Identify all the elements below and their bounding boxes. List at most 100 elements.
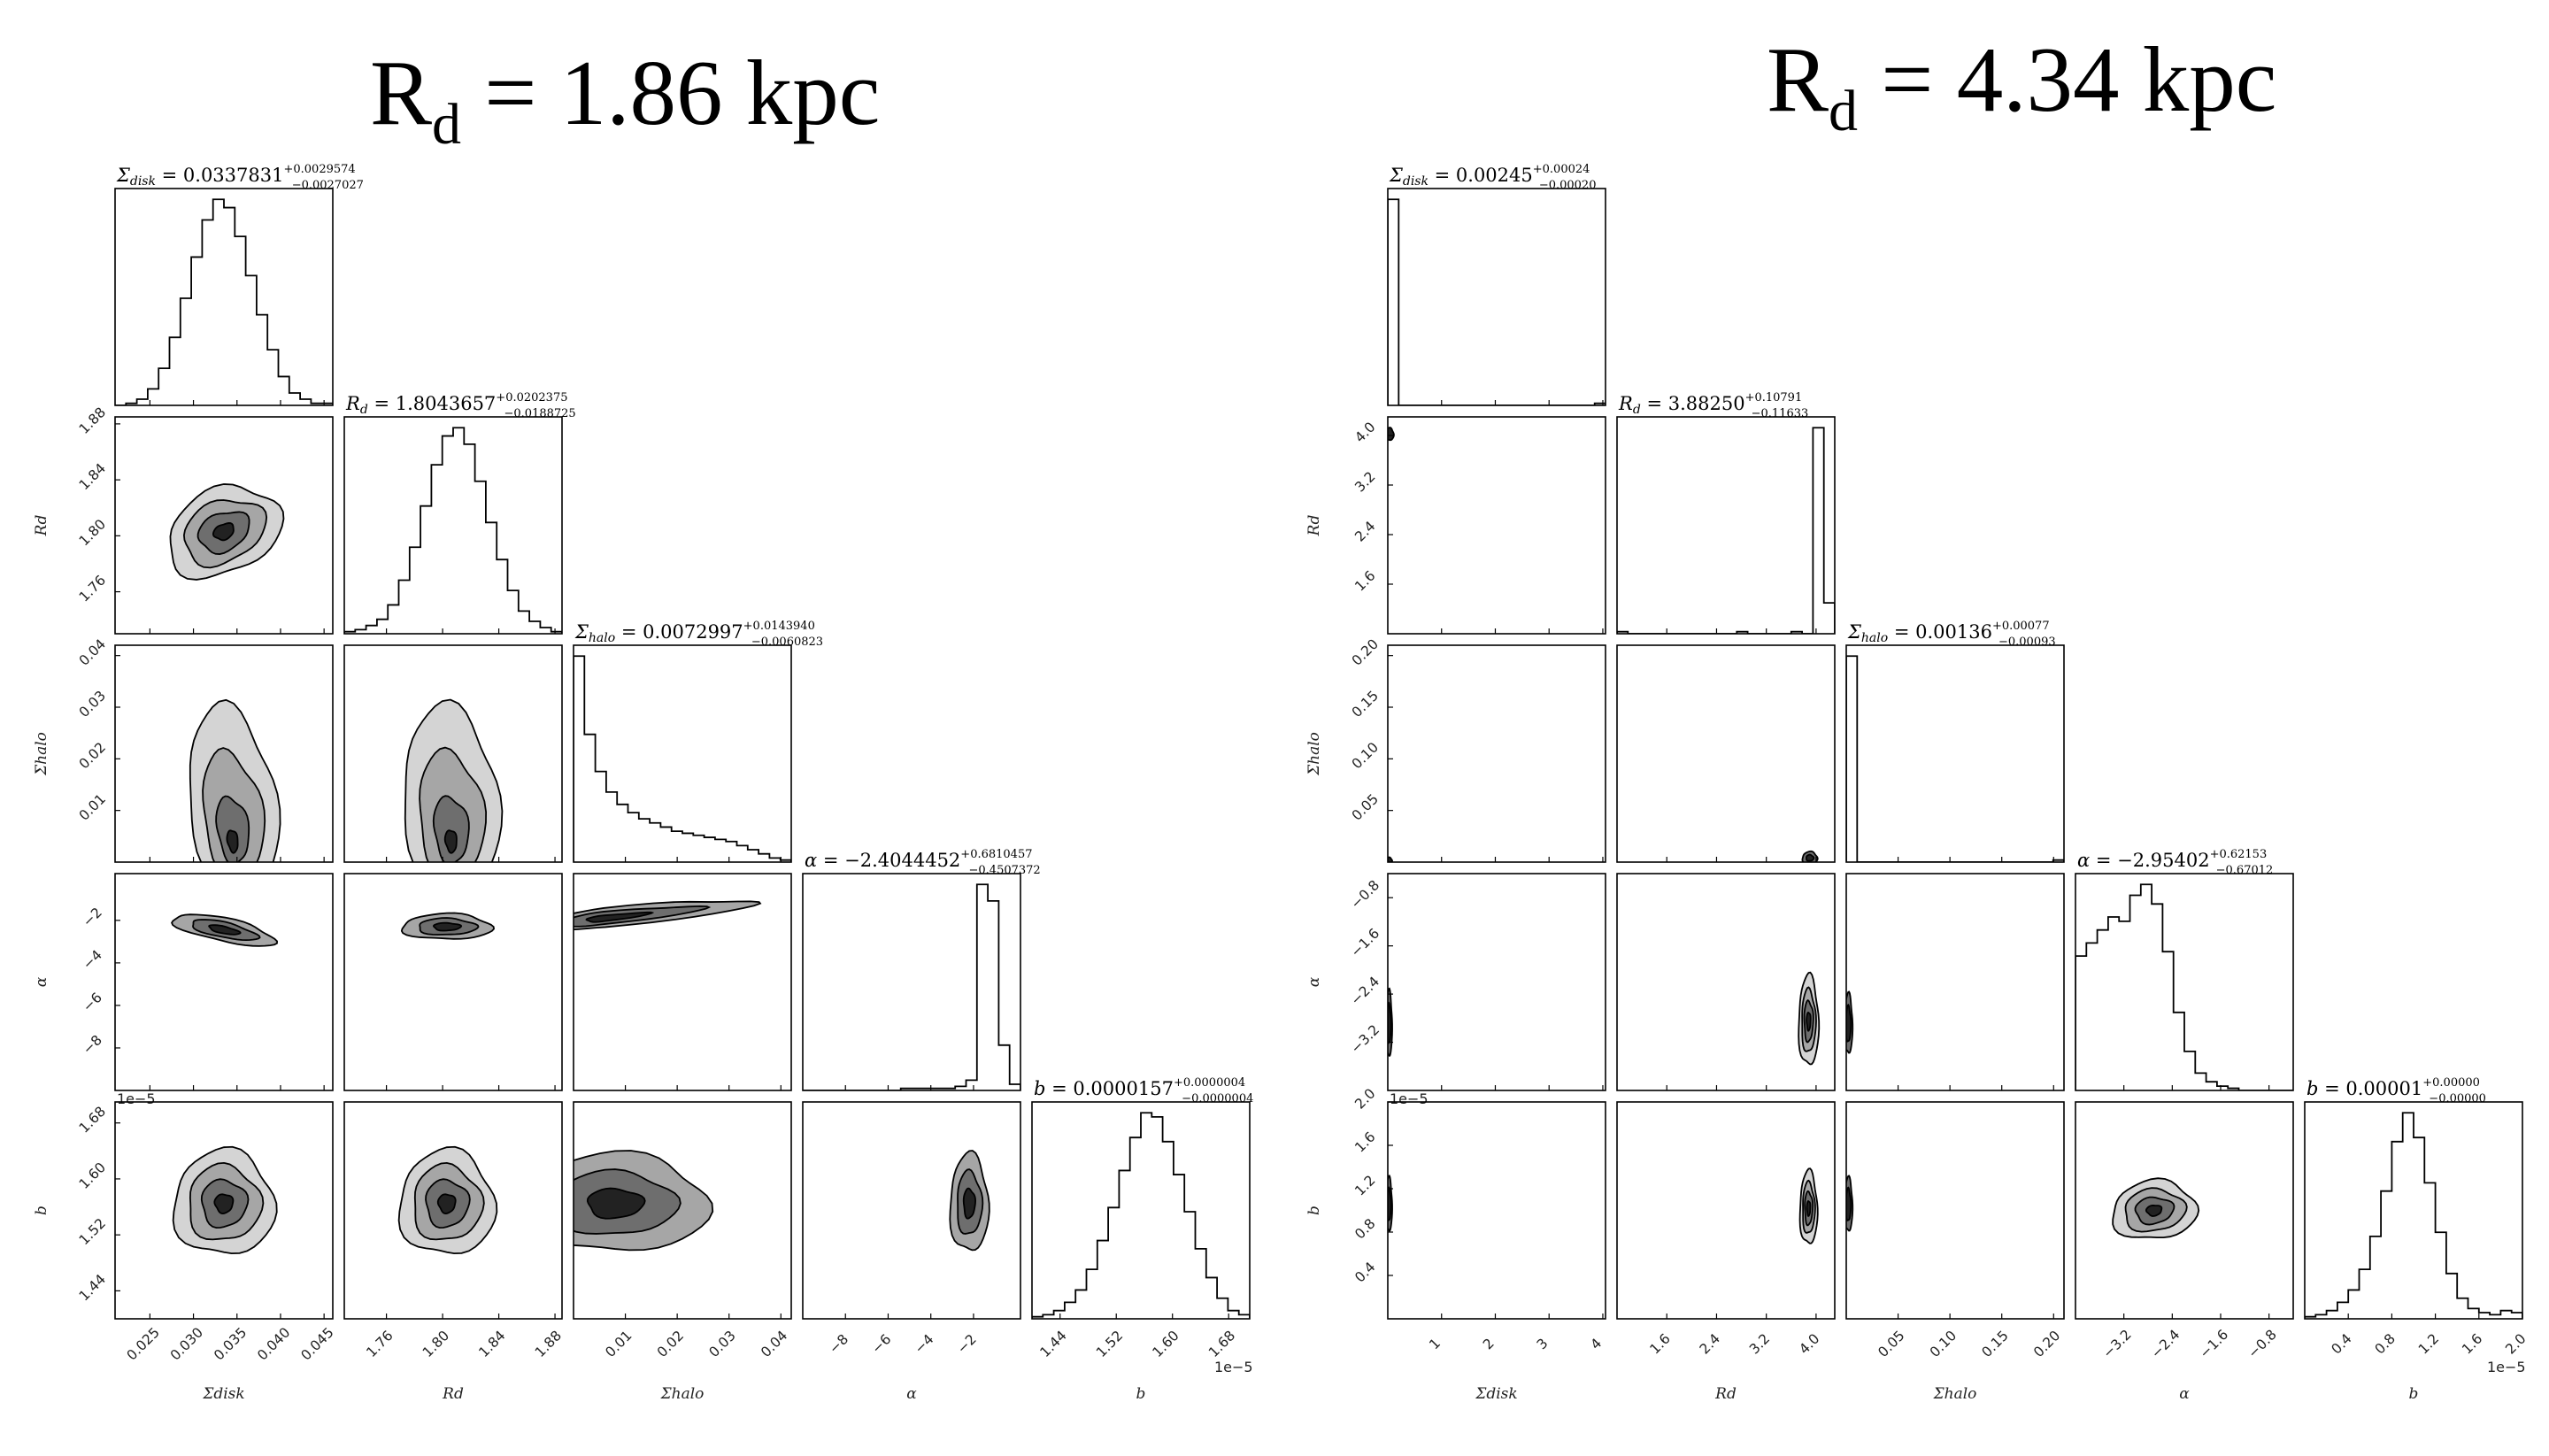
y-axis-label: α xyxy=(1305,976,1323,987)
y-tick-label: 1.44 xyxy=(76,1271,109,1304)
panel-title-4: b = 0.0000157+0.0000004 −0.0000004 xyxy=(1034,1076,1253,1105)
y-tick-label: 0.8 xyxy=(1352,1215,1378,1242)
x-tick-label: 0.05 xyxy=(1875,1328,1907,1360)
panel-frame xyxy=(1387,188,1606,406)
contour-2-0-level-0 xyxy=(1388,856,1393,862)
y-tick-label: 0.4 xyxy=(1352,1259,1378,1285)
x-axis-label: b xyxy=(2409,1385,2419,1403)
x-tick-label: 1.6 xyxy=(1647,1330,1674,1357)
panel-frame xyxy=(114,416,334,635)
histogram-b xyxy=(1032,1112,1250,1319)
panel-2-2: Σhalo = 0.00136+0.00077 −0.00093 xyxy=(1845,620,2065,863)
panel-title-0: Σdisk = 0.00245+0.00024 −0.00020 xyxy=(1389,163,1596,192)
y-tick-label: −0.8 xyxy=(1348,877,1382,912)
panel-1-1: Rd = 1.8043657+0.0202375 −0.0188725 xyxy=(343,391,576,635)
panel-3-0: −8 −6 −4 −2 α xyxy=(33,873,334,1091)
panel-4-3: −8 −6 −4 −2 α xyxy=(802,1101,1021,1403)
y-tick-label: −1.6 xyxy=(1348,925,1382,959)
panel-frame xyxy=(802,1101,1021,1320)
panel-4-3: −3.2 −2.4 −1.6 −0.8 α xyxy=(2075,1101,2294,1403)
panel-4-2: 0.01 0.02 0.03 0.04 Σhalo xyxy=(573,1101,792,1403)
x-tick-label: 0.04 xyxy=(758,1328,790,1360)
panel-frame xyxy=(343,416,563,635)
y-axis-label: α xyxy=(33,976,50,987)
left-figure-title: Rd = 1.86 kpc xyxy=(370,41,880,157)
x-axis-label: Σdisk xyxy=(202,1385,244,1403)
panel-frame xyxy=(1387,644,1606,863)
x-tick-label: 0.035 xyxy=(211,1324,250,1363)
y-tick-label: −2 xyxy=(80,905,105,930)
contour-1-0-level-3 xyxy=(212,522,235,542)
x-tick-label: −0.8 xyxy=(2245,1327,2279,1361)
panel-frame xyxy=(2075,1101,2294,1320)
x-tick-label: 1.52 xyxy=(1093,1328,1126,1360)
histogram-Σ_disk xyxy=(115,198,333,405)
panel-frame xyxy=(343,1101,563,1320)
y-tick-label: 0.10 xyxy=(1349,739,1382,772)
contour-2-1-level-2 xyxy=(432,795,470,862)
panel-frame xyxy=(2304,1101,2523,1320)
panel-3-1 xyxy=(343,873,563,1091)
panel-2-2: Σhalo = 0.0072997+0.0143940 −0.0060823 xyxy=(573,620,823,863)
x-tick-label: −8 xyxy=(826,1331,851,1357)
x-tick-label: 0.01 xyxy=(602,1328,635,1360)
panel-frame xyxy=(573,1101,792,1320)
panel-frame xyxy=(343,644,563,863)
x-offset-label: 1e−5 xyxy=(1214,1359,1253,1375)
x-tick-label: 0.03 xyxy=(706,1328,739,1360)
y-axis-label: b xyxy=(1305,1206,1323,1215)
x-offset-label: 1e−5 xyxy=(2487,1359,2526,1375)
x-tick-label: 0.8 xyxy=(2372,1330,2399,1357)
y-tick-label: 1.76 xyxy=(76,572,109,605)
panel-title-4: b = 0.00001+0.00000 −0.00000 xyxy=(2306,1076,2486,1105)
contour-4-2-level-1 xyxy=(1846,1186,1852,1221)
panel-frame xyxy=(343,873,563,1091)
x-axis-label: Rd xyxy=(442,1385,464,1403)
histogram-R_d xyxy=(1617,427,1835,634)
x-tick-label: 1.6 xyxy=(2459,1330,2485,1357)
panel-0-0: Σdisk = 0.00245+0.00024 −0.00020 xyxy=(1387,163,1606,406)
x-tick-label: 1.68 xyxy=(1205,1328,1238,1360)
panel-3-1 xyxy=(1616,873,1836,1091)
panel-title-2: Σhalo = 0.00136+0.00077 −0.00093 xyxy=(1847,620,2056,649)
panel-2-0: 0.05 0.10 0.15 0.20 Σhalo xyxy=(1305,636,1606,863)
contour-4-1-level-3 xyxy=(436,1193,457,1214)
x-tick-label: 2.4 xyxy=(1697,1330,1723,1357)
x-tick-label: 2.0 xyxy=(2502,1330,2529,1357)
panel-title-1: Rd = 1.8043657+0.0202375 −0.0188725 xyxy=(345,391,576,420)
x-tick-label: 0.025 xyxy=(124,1324,163,1363)
x-tick-label: 1.44 xyxy=(1037,1328,1070,1360)
y-tick-label: 4.0 xyxy=(1352,419,1378,445)
y-tick-label: 1.6 xyxy=(1352,1129,1378,1155)
panel-frame xyxy=(114,188,334,406)
y-tick-label: 1.88 xyxy=(76,404,109,437)
panel-frame xyxy=(573,644,792,863)
histogram-α xyxy=(803,883,1020,1090)
histogram-Σ_halo xyxy=(1846,655,2064,862)
panel-3-0: −3.2 −2.4 −1.6 −0.8 α xyxy=(1305,873,1606,1091)
right-corner-plot: Σdisk = 0.00245+0.00024 −0.00020 1.6 2.4 3.2… xyxy=(1305,163,2530,1403)
x-tick-label: −1.6 xyxy=(2197,1327,2231,1361)
y-tick-label: 0.01 xyxy=(76,791,109,824)
contour-3-1-level-2 xyxy=(432,921,463,932)
panel-1-0: 1.6 2.4 3.2 4.0 Rd xyxy=(1305,416,1606,635)
y-tick-label: 0.03 xyxy=(76,688,109,720)
panel-4-4: b = 0.00001+0.00000 −0.00000 0.4 0.8 1.2 1.6 2… xyxy=(2304,1076,2530,1403)
x-tick-label: 3.2 xyxy=(1746,1330,1773,1357)
x-tick-label: 1 xyxy=(1426,1336,1444,1353)
x-tick-label: 1.84 xyxy=(475,1328,508,1360)
y-tick-label: 1.68 xyxy=(76,1104,109,1136)
contour-2-0-level-2 xyxy=(215,795,250,862)
x-tick-label: 1.60 xyxy=(1150,1328,1182,1360)
contour-3-0-level-2 xyxy=(208,924,242,936)
x-tick-label: 0.040 xyxy=(254,1324,293,1363)
x-tick-label: 0.15 xyxy=(1979,1328,2012,1360)
contour-2-1-level-1 xyxy=(1806,853,1815,862)
y-axis-label: Σhalo xyxy=(33,732,50,776)
y-tick-label: 1.6 xyxy=(1352,567,1378,594)
contour-4-3-level-2 xyxy=(962,1187,976,1220)
x-tick-label: 3 xyxy=(1534,1336,1552,1353)
contour-4-3-level-3 xyxy=(2145,1205,2163,1217)
panel-title-1: Rd = 3.88250+0.10791 −0.11633 xyxy=(1618,391,1808,420)
